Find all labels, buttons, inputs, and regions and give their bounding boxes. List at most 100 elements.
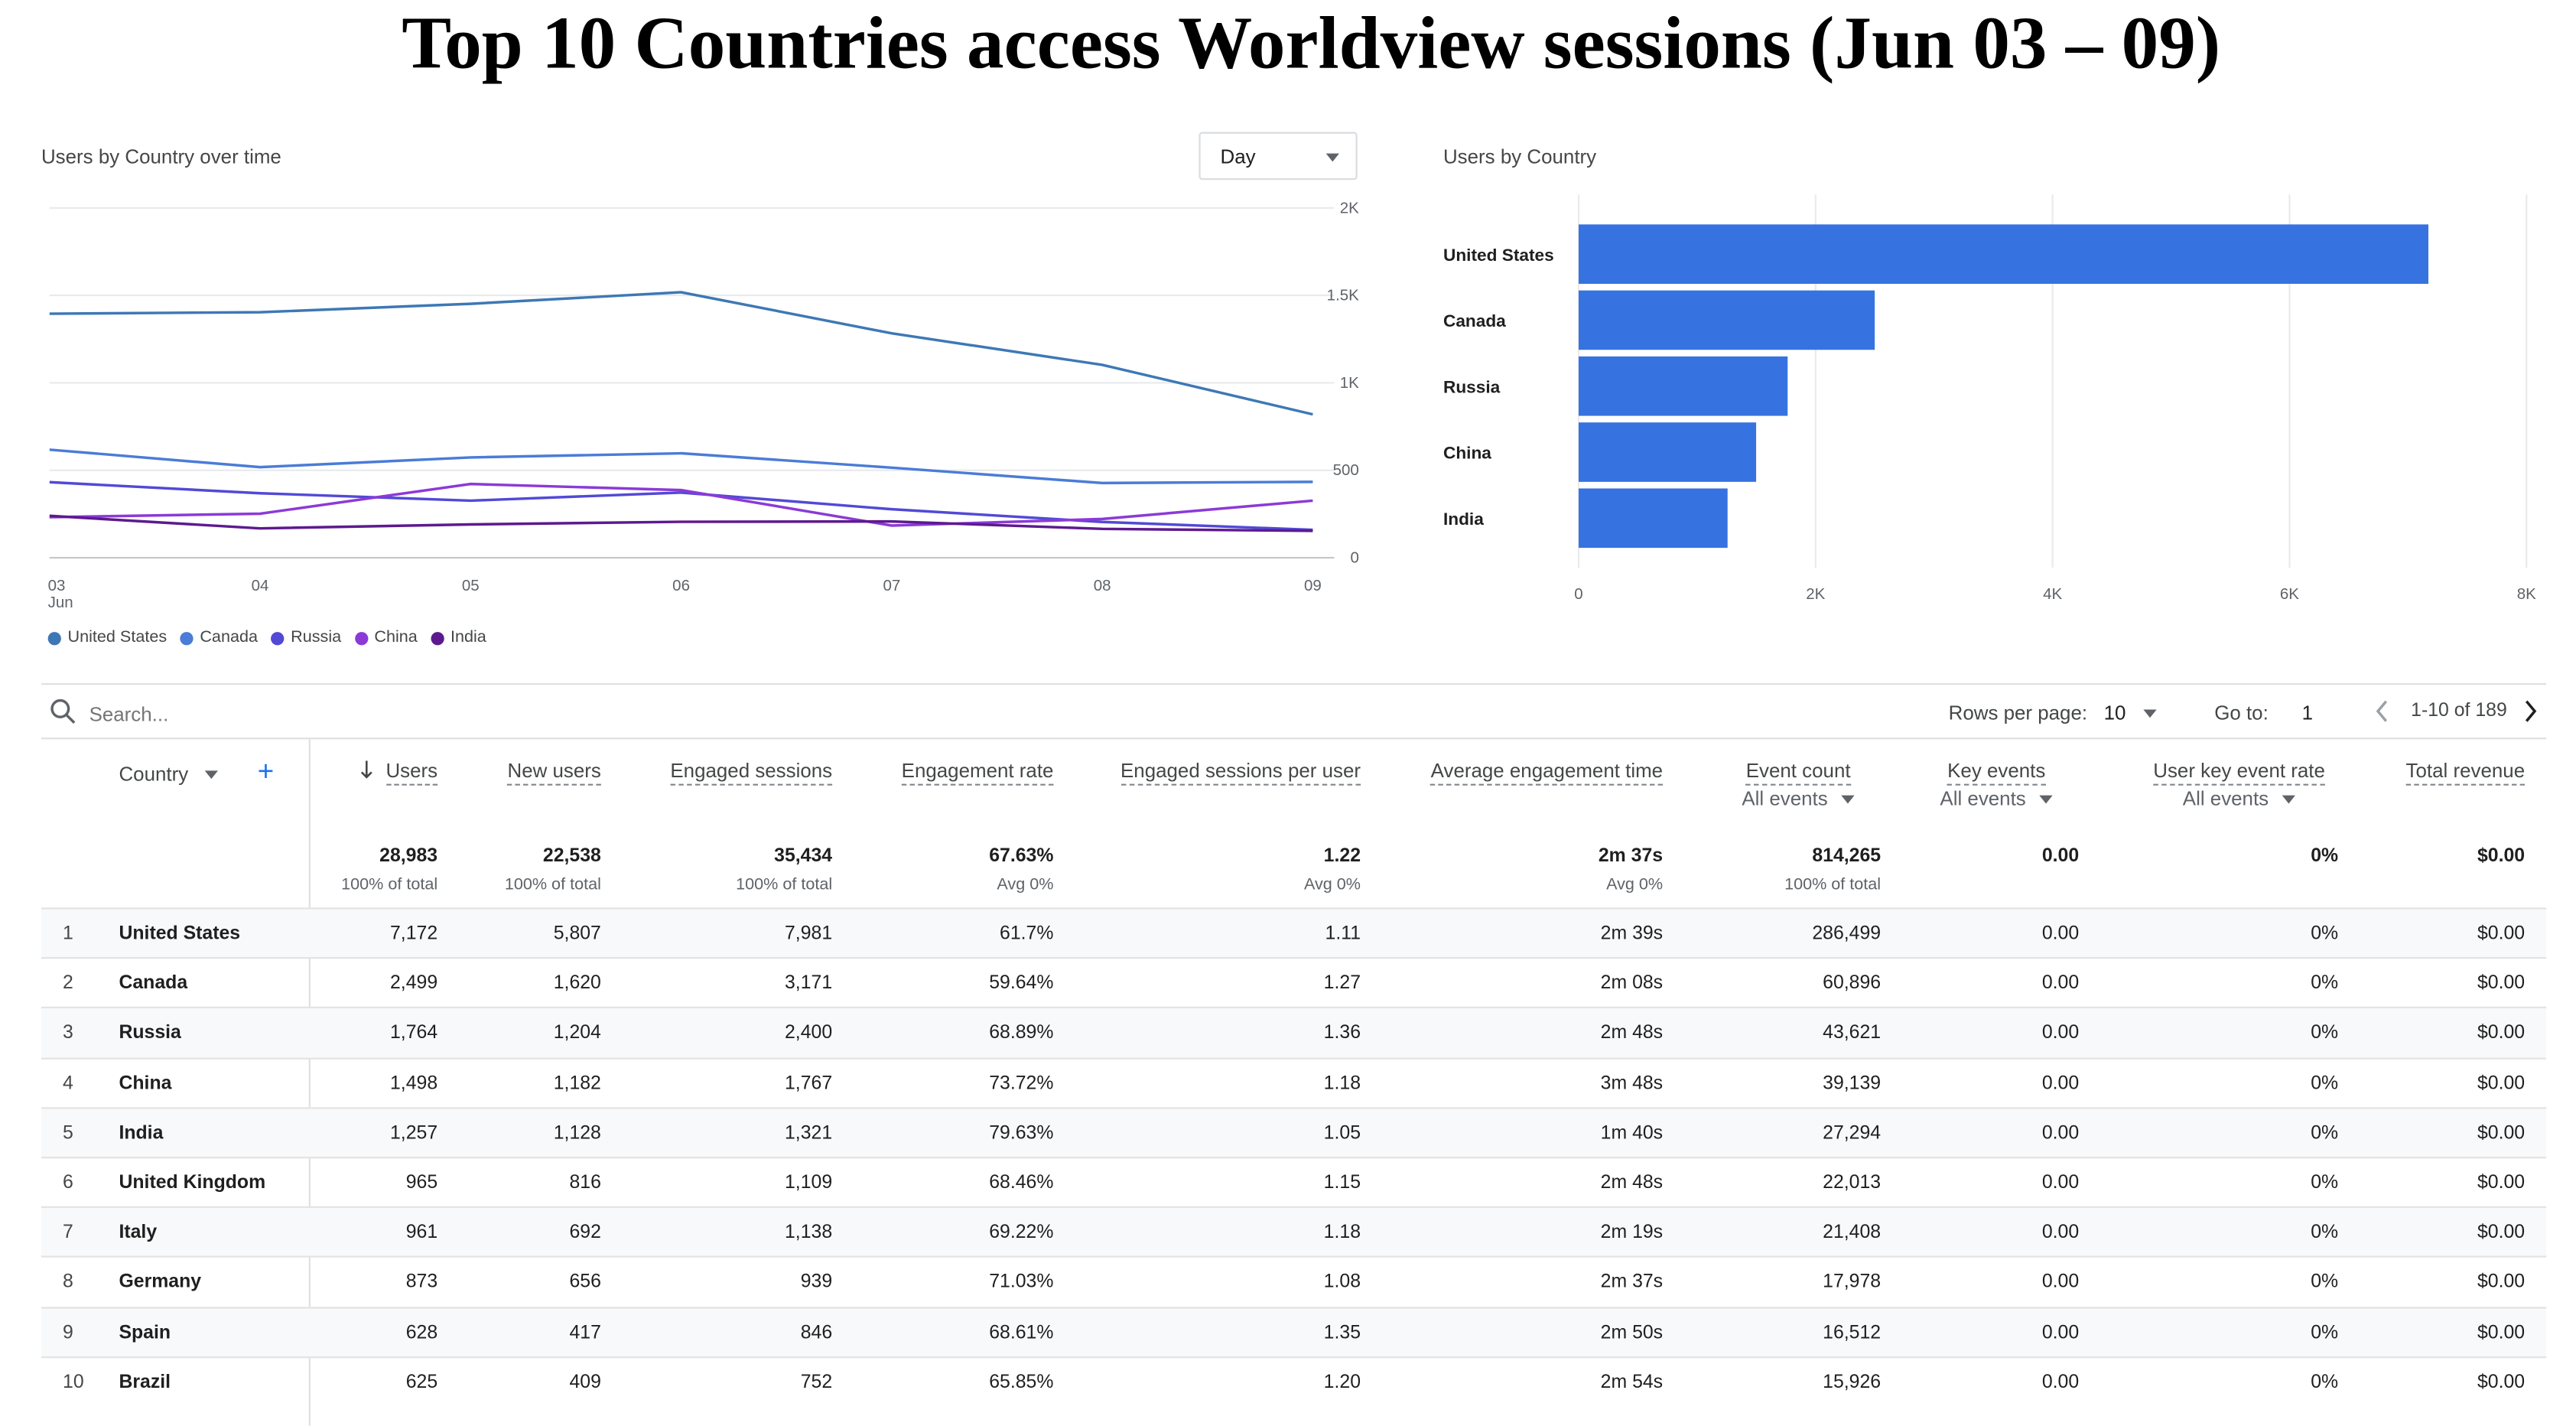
key-events-filter[interactable]: All events [1914,787,2079,810]
series-line-canada[interactable] [49,448,1313,485]
row-engagement-rate: 73.72% [989,1073,1054,1094]
bar-canada[interactable] [1579,290,1875,350]
row-avg-time: 2m 19s [1600,1223,1664,1243]
row-country[interactable]: Canada [119,974,188,994]
header-engagement-rate[interactable]: Engagement rate [901,759,1054,786]
row-user-key-rate: 0% [2311,1073,2339,1094]
legend-item[interactable]: Canada [180,629,258,647]
row-rank: 9 [63,1323,73,1343]
goto-label: Go to: [2214,701,2269,724]
row-users: 1,498 [389,1073,438,1094]
legend-label: India [450,628,486,647]
row-new-users: 656 [569,1272,601,1293]
series-line-united-states[interactable] [49,291,1313,416]
row-avg-time: 2m 50s [1600,1323,1664,1343]
header-total-revenue[interactable]: Total revenue [2405,759,2526,786]
row-users: 873 [405,1272,438,1293]
table-row[interactable]: 8 Germany 873 656 939 71.03% 1.08 2m 37s 17,978 0… [41,1256,2547,1307]
series-line-india[interactable] [49,514,1313,532]
previous-page-icon[interactable] [2373,698,2392,732]
row-sessions-per-user: 1.15 [1323,1173,1361,1193]
legend-dot-icon [431,631,444,645]
row-country[interactable]: China [119,1073,172,1094]
row-new-users: 692 [569,1223,601,1243]
series-line-russia[interactable] [49,480,1313,532]
row-country[interactable]: Germany [119,1272,202,1293]
table-row[interactable]: 5 India 1,257 1,128 1,321 79.63% 1.05 1m 40s 27,… [41,1106,2547,1158]
x-tick-label: 07 [883,577,900,594]
table-row[interactable]: 2 Canada 2,499 1,620 3,171 59.64% 1.27 2m 08s 60… [41,957,2547,1008]
search-input[interactable] [86,698,753,731]
table-row[interactable]: 1 United States 7,172 5,807 7,981 61.7% 1.11 2m… [41,907,2547,959]
dimension-select[interactable]: Country [119,762,218,786]
row-key-events: 0.00 [2041,1073,2080,1094]
bar-india[interactable] [1579,488,1728,549]
row-revenue: $0.00 [2477,1073,2526,1094]
line-chart: 0 500 1K 1.5K 2K 03 04 05 06 07 08 09 Jun [48,199,1360,611]
total-event-count-share: 100% of total [1784,876,1882,895]
header-user-key-event-rate[interactable]: User key event rate All events [2140,759,2338,810]
row-country[interactable]: Spain [119,1323,171,1343]
bar-united-states[interactable] [1579,224,2429,285]
header-key-events[interactable]: Key events All events [1914,759,2079,810]
row-key-events: 0.00 [2041,1123,2080,1144]
granularity-select[interactable]: Day [1199,132,1358,181]
bar-chart-title: Users by Country [1442,145,1597,169]
series-line-china[interactable] [49,482,1313,527]
row-user-key-rate: 0% [2311,974,2339,994]
table-row[interactable]: 3 Russia 1,764 1,204 2,400 68.89% 1.36 2m 48s 43… [41,1007,2547,1059]
row-rank: 2 [63,974,73,994]
legend-dot-icon [47,631,61,645]
bar-china[interactable] [1579,422,1757,482]
row-engaged-sessions: 846 [800,1323,833,1343]
user-key-rate-filter[interactable]: All events [2140,787,2338,810]
row-country[interactable]: India [119,1123,164,1144]
header-avg-engagement-time[interactable]: Average engagement time [1430,759,1664,786]
row-engagement-rate: 65.85% [989,1372,1054,1393]
header-new-users-label: New users [507,759,601,786]
x-tick-label: 2K [1806,585,1825,603]
next-page-icon[interactable] [2520,698,2540,732]
category-label: India [1443,509,1484,529]
table-row[interactable]: 4 China 1,498 1,182 1,767 73.72% 1.18 3m 48s 39,… [41,1056,2547,1109]
legend-item[interactable]: China [354,629,418,647]
add-dimension-icon[interactable]: + [257,755,275,787]
line-chart-legend: United States Canada Russia China India [47,629,486,647]
table-row[interactable]: 6 United Kingdom 965 816 1,109 68.46% 1.15 2m 4… [41,1157,2547,1208]
granularity-value: Day [1220,145,1256,169]
bar-russia[interactable] [1579,356,1788,416]
row-country[interactable]: Brazil [119,1372,171,1393]
legend-item[interactable]: United States [47,629,168,647]
rows-per-page-select[interactable]: 10 [2104,702,2157,724]
row-engaged-sessions: 2,400 [784,1024,833,1044]
row-event-count: 39,139 [1823,1073,1882,1094]
header-engaged-sessions[interactable]: Engaged sessions [670,759,833,786]
dimension-header: Country [119,762,189,786]
row-country[interactable]: United States [119,923,241,944]
table-row[interactable]: 9 Spain 628 417 846 68.61% 1.35 2m 50s 16,512 0.0… [41,1306,2547,1358]
row-country[interactable]: Italy [119,1223,158,1243]
total-key-events: 0.00 [2041,846,2080,867]
row-country[interactable]: Russia [119,1024,181,1044]
header-users[interactable]: Users [360,759,438,786]
row-country[interactable]: United Kingdom [119,1173,266,1193]
legend-item[interactable]: India [431,629,486,647]
chevron-down-icon [1841,795,1855,804]
chevron-down-icon [1325,153,1339,162]
header-engaged-sessions-label: Engaged sessions [670,759,833,786]
legend-item[interactable]: Russia [271,629,341,647]
header-sessions-per-user[interactable]: Engaged sessions per user [1120,759,1361,786]
table-row[interactable]: 10 Brazil 625 409 752 65.85% 1.20 2m 54s 15,926 0… [41,1356,2547,1408]
header-event-count[interactable]: Event count All events [1716,759,1881,810]
category-label: Canada [1443,311,1506,330]
total-engagement-rate: 67.63% [989,846,1054,867]
table-row[interactable]: 7 Italy 961 692 1,138 69.22% 1.18 2m 19s 21,408 0… [41,1206,2547,1258]
header-event-count-label: Event count [1745,759,1851,786]
row-revenue: $0.00 [2477,1323,2526,1343]
header-new-users[interactable]: New users [507,759,601,786]
goto-input[interactable]: 1 [2301,701,2314,724]
event-count-filter[interactable]: All events [1716,787,1881,810]
total-sessions-per-user: 1.22 [1323,846,1361,867]
row-key-events: 0.00 [2041,1024,2080,1044]
